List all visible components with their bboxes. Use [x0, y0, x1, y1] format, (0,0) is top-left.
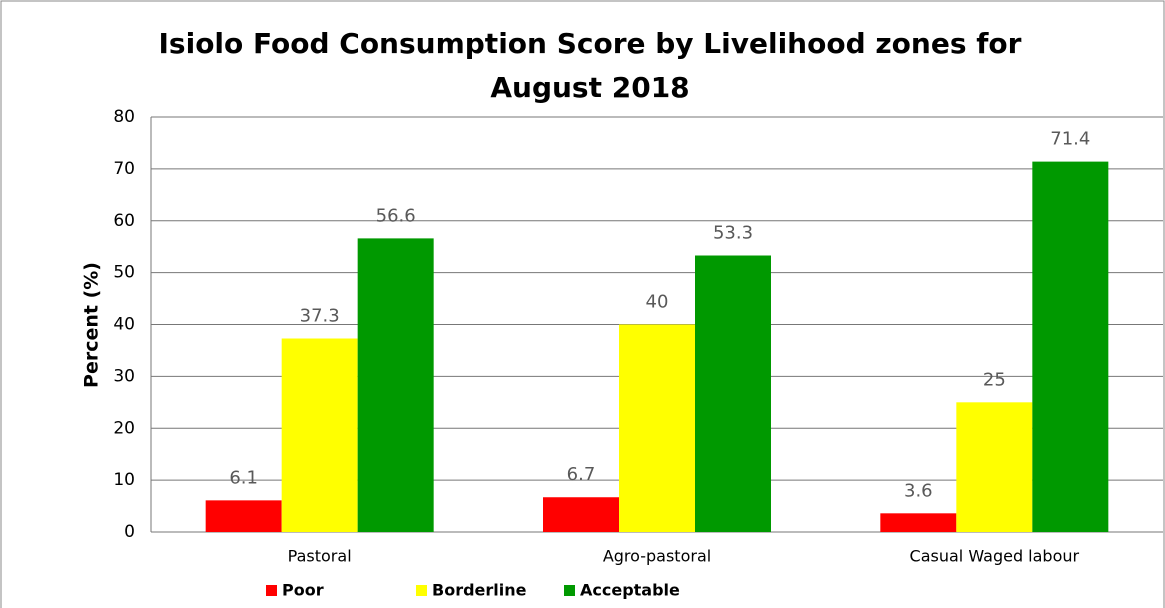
data-label: 37.3: [300, 306, 340, 327]
x-tick-label: Casual Waged labour: [910, 547, 1080, 566]
data-label: 25: [983, 369, 1006, 390]
data-label: 56.6: [376, 205, 416, 226]
legend-label: Borderline: [432, 581, 527, 600]
y-tick-label: 40: [113, 315, 135, 335]
legend-swatch: [266, 585, 277, 596]
y-tick-label: 30: [113, 366, 135, 386]
bar: [880, 513, 957, 532]
bar: [1032, 161, 1109, 533]
data-label: 6.1: [229, 467, 258, 488]
y-axis-label: Percent (%): [81, 262, 103, 388]
data-label: 71.4: [1050, 129, 1090, 150]
bar: [281, 338, 358, 532]
x-tick-label: Agro-pastoral: [603, 547, 711, 566]
bar: [543, 497, 619, 532]
y-tick-label: 10: [113, 470, 135, 490]
y-tick-label: 20: [113, 418, 135, 438]
y-tick-label: 80: [113, 107, 135, 127]
bar: [619, 324, 695, 532]
legend-swatch: [416, 585, 427, 596]
legend-swatch: [564, 585, 575, 596]
data-label: 53.3: [713, 223, 753, 244]
bar: [205, 500, 282, 532]
y-tick-label: 70: [113, 159, 135, 179]
y-tick-label: 0: [124, 522, 135, 542]
data-label: 40: [646, 292, 669, 313]
y-tick-label: 50: [113, 263, 135, 283]
bar: [357, 238, 434, 532]
bar: [956, 402, 1033, 532]
legend-label: Acceptable: [580, 581, 680, 600]
y-tick-label: 60: [113, 211, 135, 231]
data-label: 3.6: [904, 480, 933, 501]
legend-label: Poor: [282, 581, 324, 600]
x-tick-label: Pastoral: [288, 547, 352, 566]
chart-title: Isiolo Food Consumption Score by Livelih…: [158, 27, 1022, 104]
bar: [695, 255, 771, 532]
data-label: 6.7: [567, 464, 596, 485]
